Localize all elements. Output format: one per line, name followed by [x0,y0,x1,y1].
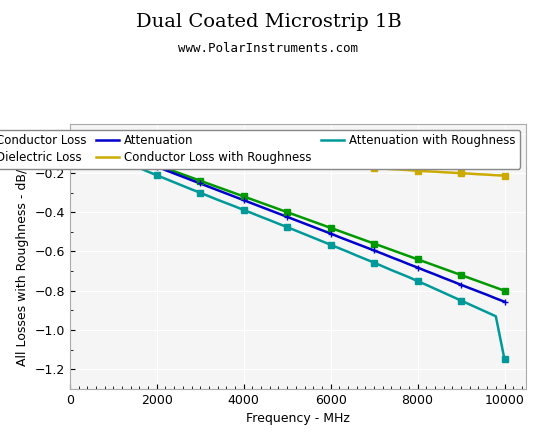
Conductor Loss [67,131,73,136]
Text: www.PolarInstruments.com: www.PolarInstruments.com [178,42,359,55]
Line: Attenuation: Attenuation [70,133,505,302]
Conductor Loss with Roughness [380,166,386,171]
Attenuation [206,184,212,190]
Legend: Conductor Loss, Dielectric Loss, Attenuation, Conductor Loss with Roughness, Att: Conductor Loss, Dielectric Loss, Attenua… [0,130,520,169]
Text: Dual Coated Microstrip 1B: Dual Coated Microstrip 1B [136,13,401,31]
Line: Conductor Loss: Conductor Loss [70,133,505,156]
Attenuation [162,168,169,173]
Line: Conductor Loss with Roughness: Conductor Loss with Roughness [70,133,505,175]
Attenuation with Roughness [197,190,204,195]
Conductor Loss [380,151,386,156]
Dielectric Loss [162,165,169,171]
Attenuation with Roughness [162,176,169,181]
X-axis label: Frequency - MHz: Frequency - MHz [246,412,350,425]
Attenuation with Roughness [492,314,499,319]
Conductor Loss with Roughness [67,131,73,136]
Dielectric Loss [206,181,212,187]
Attenuation with Roughness [353,253,360,258]
Dielectric Loss [502,288,508,293]
Conductor Loss [206,145,212,150]
Conductor Loss [162,142,169,148]
Conductor Loss [353,150,360,155]
Attenuation [380,251,386,256]
Dielectric Loss [197,178,204,183]
Dielectric Loss [67,131,73,136]
Conductor Loss with Roughness [502,173,508,178]
Line: Dielectric Loss: Dielectric Loss [70,133,505,291]
Attenuation with Roughness [206,194,212,199]
Conductor Loss with Roughness [197,152,204,157]
Attenuation with Roughness [380,264,386,269]
Attenuation with Roughness [67,131,73,136]
Conductor Loss with Roughness [492,172,499,178]
Attenuation [197,181,204,186]
Conductor Loss [502,153,508,159]
Attenuation [502,299,508,305]
Attenuation [353,241,360,247]
Dielectric Loss [353,235,360,240]
Attenuation [67,131,73,136]
Dielectric Loss [492,285,499,290]
Line: Attenuation with Roughness: Attenuation with Roughness [70,133,505,359]
Conductor Loss with Roughness [162,149,169,154]
Conductor Loss [492,153,499,159]
Dielectric Loss [380,244,386,249]
Attenuation [492,296,499,301]
Conductor Loss [197,144,204,149]
Conductor Loss with Roughness [206,153,212,158]
Attenuation with Roughness [502,357,508,362]
Y-axis label: All Losses with Roughness - dB/line: All Losses with Roughness - dB/line [16,146,29,366]
Conductor Loss with Roughness [353,164,360,169]
